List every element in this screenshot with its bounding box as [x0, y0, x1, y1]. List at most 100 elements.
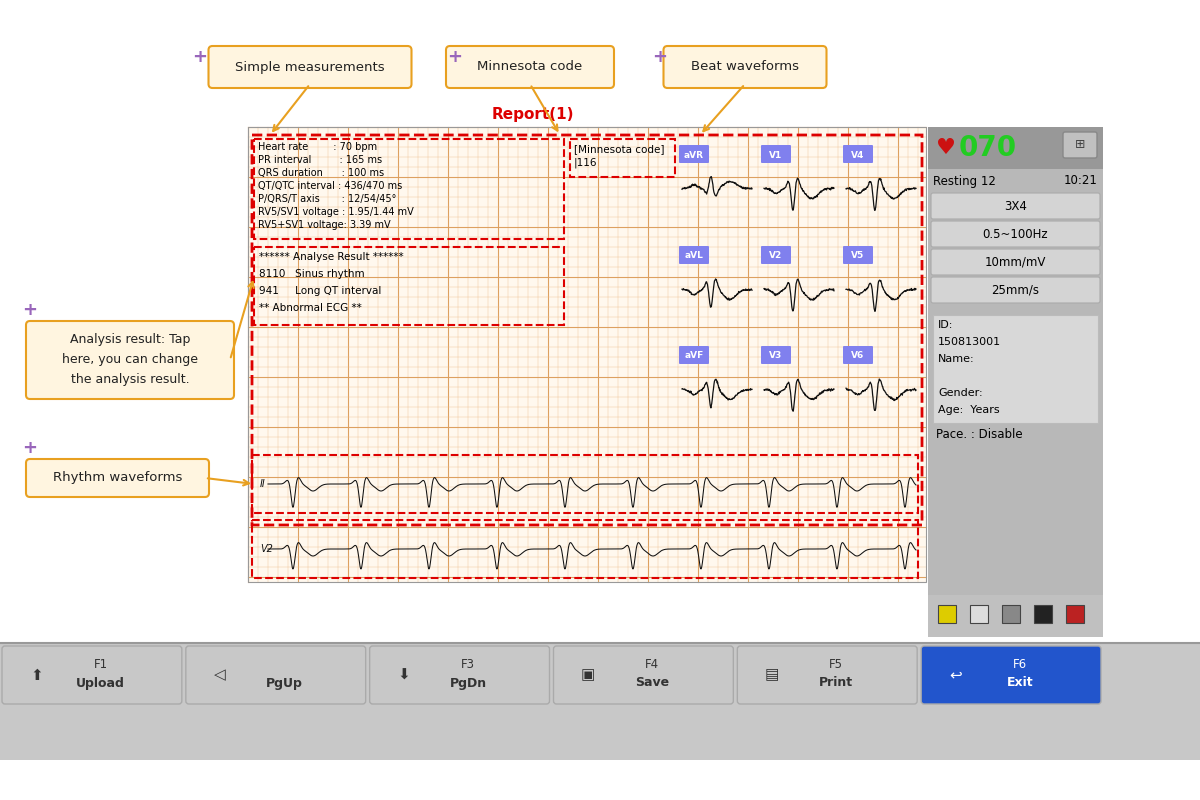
FancyBboxPatch shape: [842, 246, 874, 264]
Text: Save: Save: [635, 677, 670, 690]
Bar: [928, 595, 1103, 637]
Text: V6: V6: [851, 351, 865, 361]
FancyBboxPatch shape: [679, 246, 709, 264]
FancyBboxPatch shape: [922, 646, 1102, 704]
Text: Upload: Upload: [76, 677, 125, 690]
FancyBboxPatch shape: [679, 346, 709, 364]
Text: V2: V2: [260, 544, 272, 554]
Text: +: +: [653, 48, 667, 66]
FancyBboxPatch shape: [761, 145, 791, 163]
Text: ↩: ↩: [949, 667, 962, 682]
Text: Report(1): Report(1): [492, 107, 574, 122]
Bar: [248, 127, 926, 582]
Text: Resting 12: Resting 12: [934, 174, 996, 187]
Text: QRS duration      : 100 ms: QRS duration : 100 ms: [258, 168, 384, 178]
Text: II: II: [260, 479, 265, 489]
Text: PgUp: PgUp: [266, 677, 302, 690]
Text: +: +: [23, 301, 37, 319]
Text: 10:21: 10:21: [1064, 174, 1098, 187]
Text: ** Abnormal ECG **: ** Abnormal ECG **: [259, 303, 361, 313]
Text: the analysis result.: the analysis result.: [71, 373, 190, 386]
Text: 10mm/mV: 10mm/mV: [985, 255, 1046, 269]
Text: |116: |116: [574, 158, 598, 168]
FancyBboxPatch shape: [26, 321, 234, 399]
Text: +: +: [448, 48, 462, 66]
Text: F5: F5: [829, 658, 842, 671]
FancyBboxPatch shape: [446, 46, 614, 88]
Text: ****** Analyse Result ******: ****** Analyse Result ******: [259, 252, 403, 262]
FancyBboxPatch shape: [931, 193, 1100, 219]
Text: Analysis result: Tap: Analysis result: Tap: [70, 333, 190, 346]
Text: aVL: aVL: [684, 251, 703, 261]
Bar: [248, 127, 926, 582]
Text: 3X4: 3X4: [1004, 199, 1027, 213]
FancyBboxPatch shape: [931, 221, 1100, 247]
Bar: [1066, 605, 1084, 623]
Text: ▣: ▣: [581, 667, 595, 682]
Text: Simple measurements: Simple measurements: [235, 61, 385, 74]
FancyBboxPatch shape: [679, 145, 709, 163]
Text: Beat waveforms: Beat waveforms: [691, 61, 799, 74]
Text: V3: V3: [769, 351, 782, 361]
Text: 150813001: 150813001: [938, 337, 1001, 347]
Text: RV5/SV1 voltage : 1.95/1.44 mV: RV5/SV1 voltage : 1.95/1.44 mV: [258, 207, 414, 217]
FancyBboxPatch shape: [761, 246, 791, 264]
Text: ⬇: ⬇: [397, 667, 410, 682]
FancyBboxPatch shape: [186, 646, 366, 704]
Text: ⊞: ⊞: [1075, 138, 1085, 151]
Bar: [928, 127, 1103, 637]
Bar: [0, 643, 1200, 760]
Text: Age:  Years: Age: Years: [938, 405, 1000, 415]
Text: PgDn: PgDn: [450, 677, 487, 690]
Text: 941     Long QT interval: 941 Long QT interval: [259, 286, 382, 296]
Text: F4: F4: [646, 658, 659, 671]
Text: V2: V2: [769, 251, 782, 261]
Text: 070: 070: [959, 134, 1018, 162]
Text: Exit: Exit: [1007, 677, 1033, 690]
Text: QT/QTC interval : 436/470 ms: QT/QTC interval : 436/470 ms: [258, 181, 402, 191]
Text: aVF: aVF: [684, 351, 703, 361]
Text: F3: F3: [461, 658, 475, 671]
Bar: [928, 127, 1103, 169]
Text: 8110   Sinus rhythm: 8110 Sinus rhythm: [259, 269, 365, 279]
FancyBboxPatch shape: [2, 646, 182, 704]
Bar: [938, 605, 956, 623]
Bar: [1034, 605, 1052, 623]
Text: 25mm/s: 25mm/s: [991, 283, 1039, 297]
FancyBboxPatch shape: [931, 249, 1100, 275]
Text: [Minnesota code]: [Minnesota code]: [574, 144, 665, 154]
Text: +: +: [23, 439, 37, 457]
Text: V5: V5: [851, 251, 865, 261]
FancyBboxPatch shape: [1063, 132, 1097, 158]
Text: V4: V4: [851, 150, 865, 159]
Bar: [1002, 605, 1020, 623]
Bar: [934, 315, 1098, 423]
FancyBboxPatch shape: [737, 646, 917, 704]
Text: 0.5~100Hz: 0.5~100Hz: [983, 227, 1049, 241]
FancyBboxPatch shape: [842, 346, 874, 364]
Text: aVR: aVR: [684, 150, 704, 159]
Text: here, you can change: here, you can change: [62, 353, 198, 366]
FancyBboxPatch shape: [664, 46, 827, 88]
Text: Gender:: Gender:: [938, 388, 983, 398]
Text: Rhythm waveforms: Rhythm waveforms: [53, 471, 182, 485]
Text: Print: Print: [818, 677, 853, 690]
Text: ⬆: ⬆: [30, 667, 43, 682]
Text: F6: F6: [1013, 658, 1027, 671]
Text: ◁: ◁: [215, 667, 226, 682]
Bar: [970, 605, 988, 623]
Text: ▤: ▤: [764, 667, 779, 682]
FancyBboxPatch shape: [553, 646, 733, 704]
Text: ID:: ID:: [938, 320, 953, 330]
Text: PR interval         : 165 ms: PR interval : 165 ms: [258, 155, 382, 165]
Text: RV5+SV1 voltage: 3.39 mV: RV5+SV1 voltage: 3.39 mV: [258, 220, 391, 230]
Text: Name:: Name:: [938, 354, 974, 364]
Text: Minnesota code: Minnesota code: [478, 61, 583, 74]
Text: F1: F1: [94, 658, 108, 671]
Text: ♥: ♥: [936, 138, 956, 158]
FancyBboxPatch shape: [209, 46, 412, 88]
Text: Pace. : Disable: Pace. : Disable: [936, 429, 1022, 442]
Text: Heart rate        : 70 bpm: Heart rate : 70 bpm: [258, 142, 377, 152]
FancyBboxPatch shape: [370, 646, 550, 704]
Text: P/QRS/T axis       : 12/54/45°: P/QRS/T axis : 12/54/45°: [258, 194, 396, 204]
